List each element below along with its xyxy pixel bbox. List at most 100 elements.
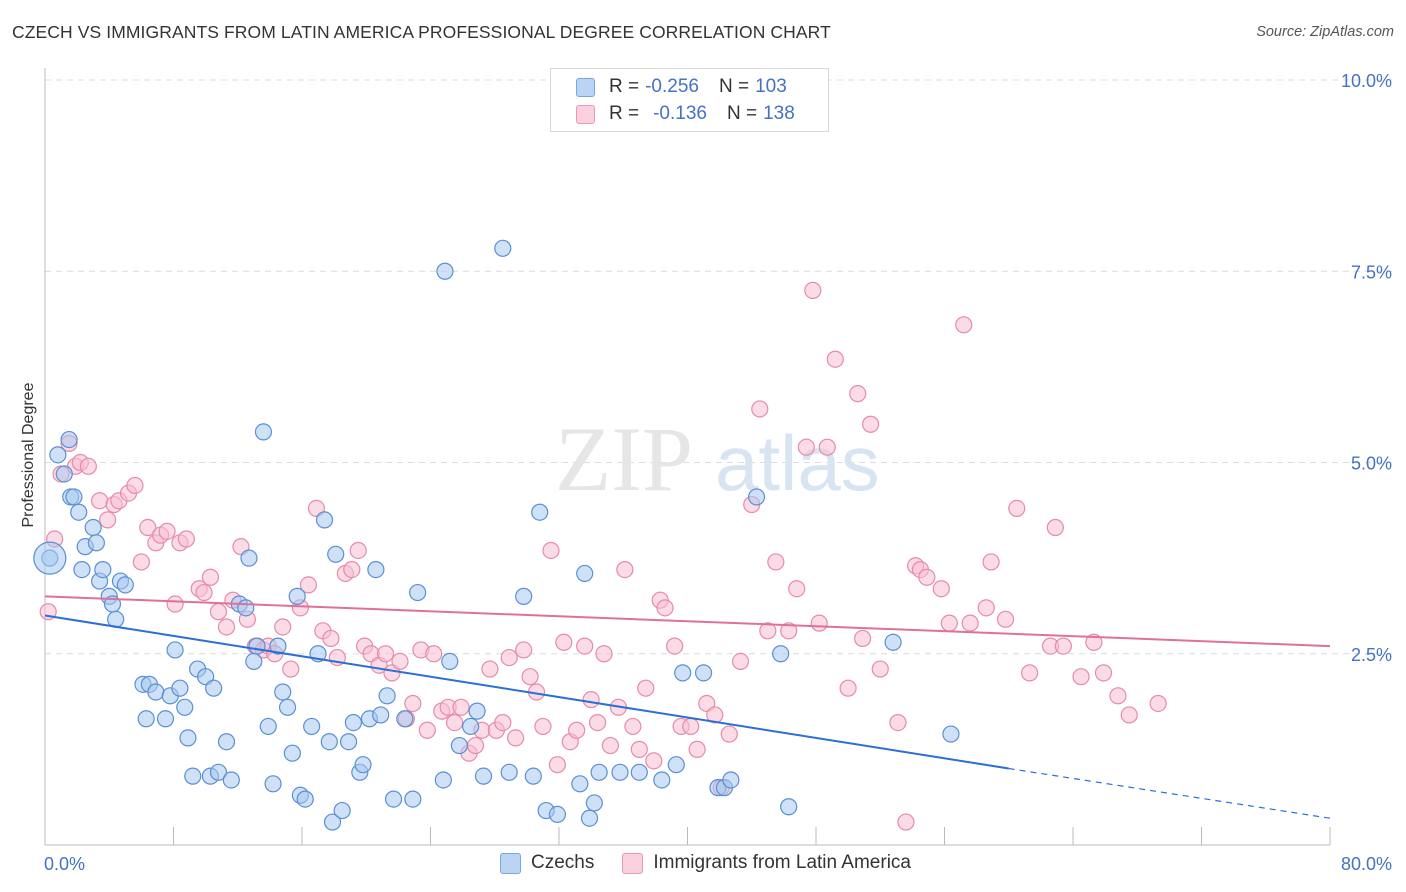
czech-point-large: [33, 541, 67, 575]
watermark-atlas: atlas: [715, 419, 880, 507]
latin-america-point: [751, 400, 769, 418]
czech-point: [315, 511, 334, 529]
latin-america-point: [158, 522, 176, 540]
czech-point: [166, 641, 184, 659]
latin-america-point: [209, 603, 228, 621]
czech-point: [462, 717, 480, 736]
latin-america-point: [982, 553, 1000, 571]
latin-america-point: [201, 568, 220, 586]
czech-point: [179, 729, 197, 747]
czech-point: [384, 790, 403, 808]
czech-point: [409, 583, 427, 602]
czech-point: [378, 687, 396, 705]
latin-america-point: [932, 580, 950, 598]
latin-america-point: [826, 350, 844, 368]
latin-swatch: [576, 104, 595, 124]
latin-america-point: [576, 637, 594, 655]
czech-point: [205, 679, 223, 697]
latin-america-point: [91, 492, 109, 510]
latin-america-point: [534, 717, 552, 736]
czech-point: [209, 763, 228, 781]
y-tick-label: 10.0%: [1341, 71, 1392, 91]
czech-point: [576, 564, 594, 583]
czech-point: [116, 576, 134, 594]
czech-point: [468, 702, 486, 720]
czech-point: [571, 775, 589, 793]
latin-america-point: [507, 729, 525, 747]
czech-point: [367, 560, 385, 579]
czech-point: [269, 637, 287, 655]
latin-america-point: [445, 713, 464, 732]
chart-source: Source: ZipAtlas.com: [1256, 24, 1394, 40]
czech-point: [217, 733, 236, 751]
y-tick-label: 5.0%: [1351, 454, 1392, 474]
czech-point: [515, 587, 533, 605]
latin-america-point: [139, 518, 157, 537]
latin-america-point: [404, 694, 422, 713]
czech-point: [450, 736, 469, 755]
latin-america-point: [195, 583, 213, 602]
latin-america-point: [1149, 694, 1167, 713]
latin-america-point: [656, 599, 674, 617]
latin-america-point: [940, 614, 958, 632]
latin-america-point: [282, 660, 300, 678]
latin-america-point: [630, 740, 648, 758]
latin-america-point: [666, 637, 684, 655]
y-tick-label: 2.5%: [1351, 645, 1392, 665]
czech-trend-extension: [1008, 767, 1331, 819]
czech-point: [372, 706, 390, 724]
latin-america-point: [79, 457, 97, 475]
czech-point: [248, 637, 266, 655]
latin-america-point: [299, 576, 318, 594]
czech-point: [524, 767, 542, 785]
latin-america-point: [521, 668, 539, 686]
czech-point: [474, 767, 493, 785]
czech-point: [65, 488, 83, 506]
czech-point: [171, 679, 189, 697]
czech-point: [84, 518, 102, 537]
latin-america-point: [731, 652, 750, 671]
czech-point: [434, 771, 452, 789]
latin-america-point: [425, 645, 443, 663]
czech-swatch: [576, 77, 595, 97]
czech-point: [176, 698, 194, 716]
czech-point: [259, 717, 277, 736]
czech-point: [60, 430, 78, 449]
latin-america-point: [500, 648, 518, 667]
czech-point: [222, 771, 240, 789]
latin-america-point: [548, 756, 566, 774]
watermark-zip: ZIP: [555, 408, 693, 510]
czech-point: [333, 801, 351, 820]
latin-america-point: [818, 438, 836, 456]
czech-point: [254, 423, 273, 441]
axes: [44, 68, 1331, 846]
latin-america-point: [166, 595, 184, 613]
latin-america-point: [177, 530, 195, 548]
latin-america-point: [797, 438, 815, 456]
latin-america-point: [343, 560, 361, 579]
latin-america-point: [889, 713, 907, 732]
czech-point: [747, 488, 766, 506]
czech-point: [278, 698, 297, 716]
czech-point: [396, 710, 414, 728]
y-axis-label: Professional Degree: [20, 382, 37, 527]
latin-america-point: [706, 706, 724, 724]
chart-title: CZECH VS IMMIGRANTS FROM LATIN AMERICA P…: [12, 22, 831, 42]
latin-america-point: [595, 645, 613, 663]
latin-america-point: [720, 725, 738, 743]
y-tick-label: 7.5%: [1351, 262, 1392, 282]
latin-america-point: [601, 736, 620, 755]
trend-lines: [44, 595, 1331, 819]
czech-point: [70, 503, 88, 521]
czech-point: [87, 534, 106, 552]
tick-labels: 2.5% 5.0% 7.5% 10.0% 0.0% 80.0%: [44, 71, 1392, 874]
czech-point: [264, 775, 282, 793]
latin-america-point: [996, 610, 1015, 628]
latin-america-point: [1054, 637, 1072, 655]
czech-point: [94, 560, 112, 579]
czech-point: [494, 239, 512, 257]
latin-america-point: [132, 553, 150, 571]
latin-america-point: [804, 281, 822, 299]
r-label: R =: [609, 103, 640, 124]
